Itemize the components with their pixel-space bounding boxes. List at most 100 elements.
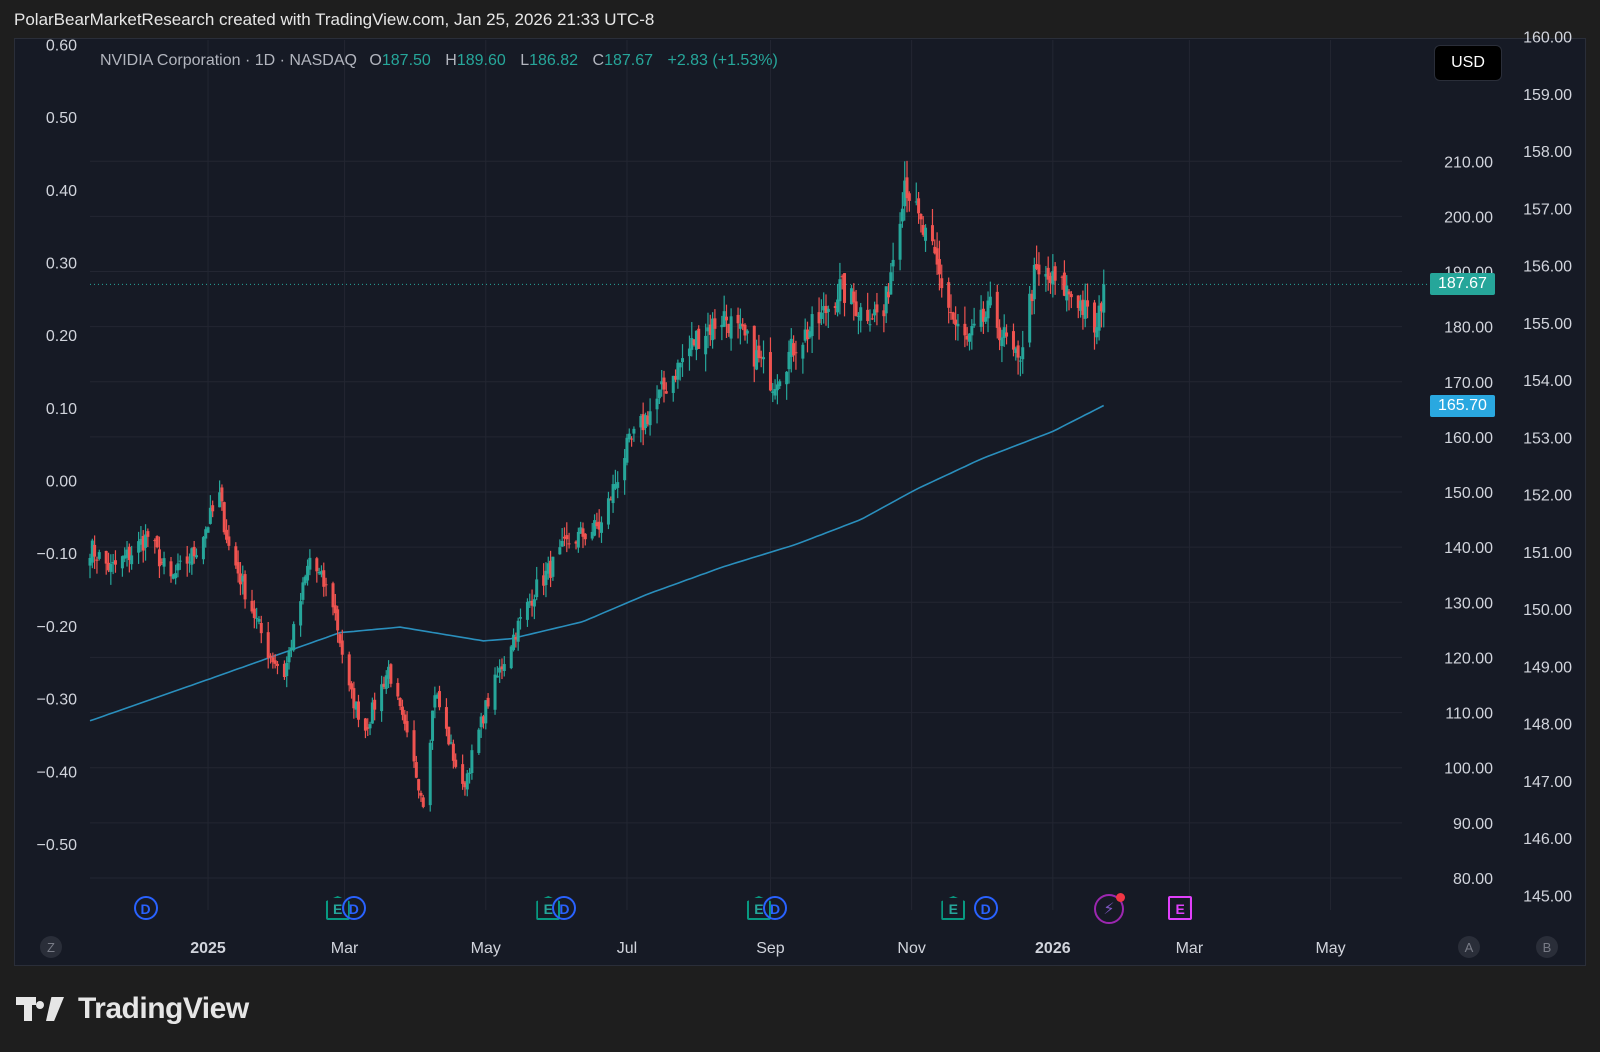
candle-body [574, 541, 578, 544]
candle-body [1051, 271, 1055, 285]
notification-dot-icon [1116, 893, 1125, 902]
candle-body [468, 772, 472, 774]
candle-body [324, 584, 328, 586]
candle-body [465, 773, 469, 790]
candle-body [461, 764, 465, 784]
candle-body [479, 716, 483, 728]
candle-body [687, 348, 691, 357]
right-axis-tick-label: 160.00 [1523, 30, 1572, 47]
candle-body [590, 531, 594, 539]
candle-body [674, 375, 678, 380]
price-tick-label: 180.00 [1444, 320, 1493, 337]
dividend-event-icon[interactable]: D [341, 896, 366, 920]
candle-body [562, 536, 566, 539]
dividend-event-icon[interactable]: D [763, 896, 788, 920]
candle-body [428, 742, 432, 806]
candle-body [481, 716, 485, 724]
candle-body [449, 742, 453, 744]
candle-body [965, 335, 969, 340]
candle-body [981, 308, 985, 322]
currency-button[interactable]: USD [1434, 45, 1502, 81]
auto-scale-button[interactable]: Z [40, 936, 62, 958]
right-axis-tick-label: 153.00 [1523, 430, 1572, 447]
candle-body [266, 632, 270, 659]
candle-body [838, 279, 842, 302]
time-tick-label: 2026 [1035, 940, 1071, 957]
candle-body [579, 527, 583, 534]
candle-body [1069, 294, 1073, 298]
candle-body [930, 225, 934, 242]
candle-body [400, 706, 404, 715]
candle-body [933, 246, 937, 254]
candle-body [616, 482, 620, 488]
candle-body [1018, 360, 1022, 362]
candle-body [704, 335, 708, 355]
dividend-event-icon[interactable]: D [973, 896, 998, 920]
candle-body [671, 375, 675, 393]
candle-body [745, 330, 749, 334]
candle-body [856, 315, 860, 317]
candle-body [771, 391, 775, 394]
candle-body [130, 555, 134, 565]
candle-body [984, 317, 988, 322]
candle-body [576, 531, 580, 548]
candle-body [755, 350, 759, 370]
candle-body [1005, 332, 1009, 337]
candle-body [370, 702, 374, 724]
right-axis-tick-label: 152.00 [1523, 488, 1572, 505]
dividend-event-icon[interactable]: D [552, 896, 577, 920]
brand-name: TradingView [78, 992, 249, 1025]
candle-body [1097, 305, 1101, 331]
candle-body [525, 601, 529, 620]
candle-body [986, 300, 990, 319]
candle-body [1016, 345, 1020, 358]
candle-body [194, 555, 198, 558]
high-label: H [445, 52, 457, 69]
candle-body [109, 563, 113, 572]
candle-body [104, 550, 108, 564]
scale-button[interactable]: B [1536, 936, 1558, 958]
candle-body [854, 301, 858, 316]
tradingview-logo[interactable]: TradingView [16, 992, 249, 1026]
right-axis-tick-label: 159.00 [1523, 87, 1572, 104]
candle-body [201, 537, 205, 560]
candle-body [252, 608, 256, 619]
time-tick-label: May [1315, 940, 1345, 957]
candle-body [319, 571, 323, 575]
candle-body [627, 433, 631, 440]
candle-body [160, 562, 164, 564]
candle-body [308, 557, 312, 570]
candle-body [660, 381, 664, 385]
candle-body [600, 522, 604, 533]
candle-body [558, 547, 562, 555]
candle-body [218, 492, 222, 508]
candle-body [875, 304, 879, 313]
right-axis-tick-label: 145.00 [1523, 888, 1572, 905]
candle-body [451, 743, 455, 761]
candle-body [498, 667, 502, 673]
candle-body [720, 324, 724, 328]
candle-body [595, 522, 599, 527]
left-axis-tick-label: 0.20 [46, 328, 77, 345]
candle-body [303, 576, 307, 584]
candle-body [583, 533, 587, 540]
candle-body [171, 574, 175, 579]
chart-panel[interactable] [14, 38, 1586, 966]
spark-event-icon[interactable]: ⚡ [1094, 893, 1125, 924]
candle-body [641, 414, 645, 431]
candle-body [208, 507, 212, 524]
candle-body [1044, 273, 1048, 277]
earnings-event-icon[interactable]: E [1168, 896, 1193, 920]
candle-body [805, 329, 809, 340]
auto-button[interactable]: A [1458, 936, 1480, 958]
earnings-event-icon[interactable]: E [941, 896, 966, 920]
tradingview-mark-icon [16, 995, 68, 1023]
candle-body [155, 536, 159, 548]
candle-body [884, 286, 888, 314]
dividend-event-icon[interactable]: D [133, 896, 158, 920]
candle-body [153, 540, 157, 542]
candle-body [269, 655, 273, 657]
candle-body [551, 556, 555, 577]
candle-body [822, 306, 826, 311]
